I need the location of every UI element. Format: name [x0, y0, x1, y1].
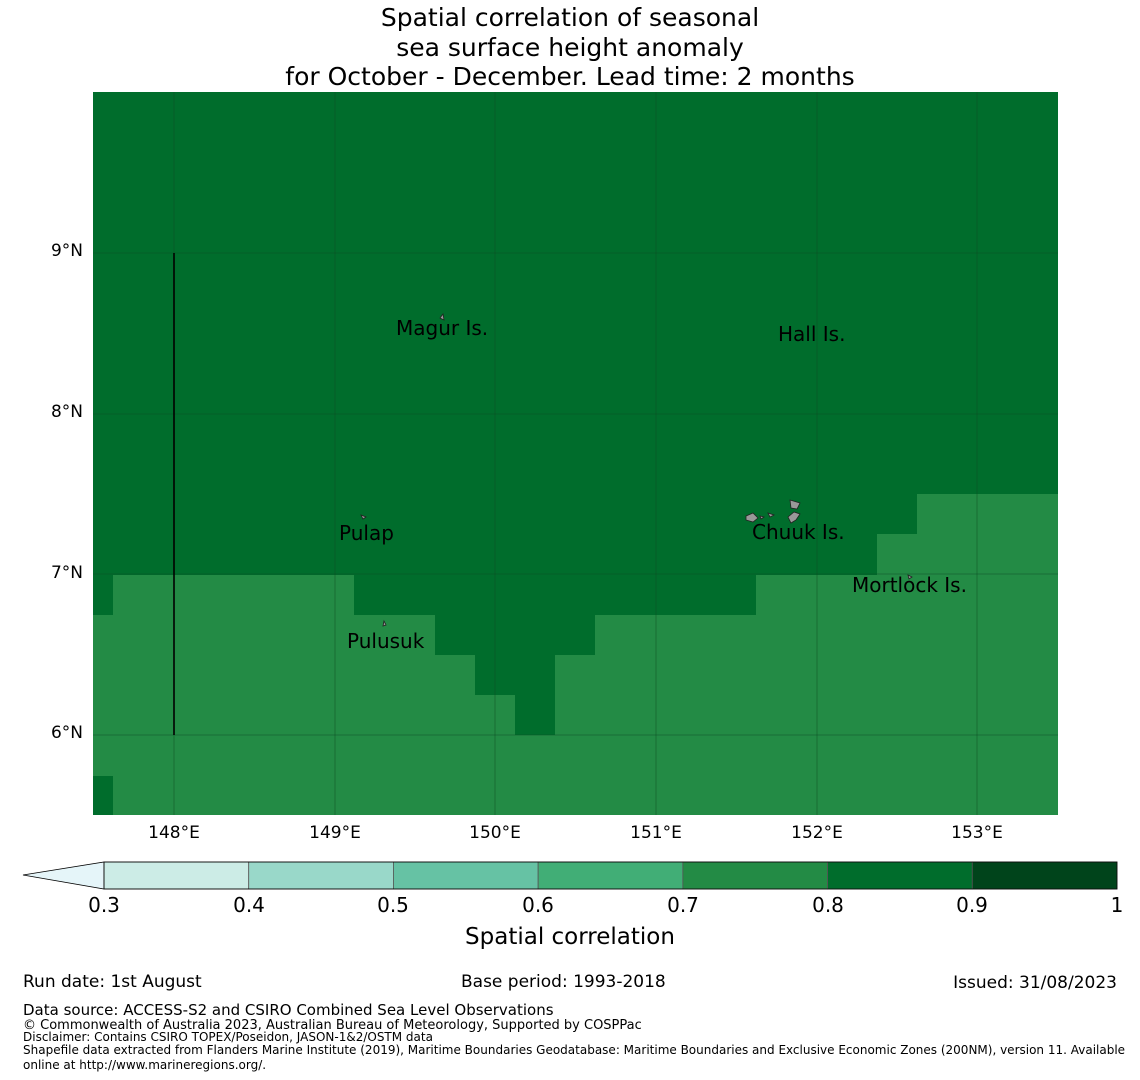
title-line-3: for October - December. Lead time: 2 mon… — [285, 62, 855, 91]
colorbar-segment — [537, 861, 684, 890]
island-pulusuk — [382, 619, 387, 627]
island-chuuk-east — [787, 511, 801, 524]
colorbar-tick: 0.4 — [233, 893, 265, 917]
colorbar-tick: 0.8 — [812, 893, 844, 917]
title-line-1: Spatial correlation of seasonal — [380, 3, 760, 32]
island-chuuk-small — [759, 515, 765, 520]
island-magur — [439, 313, 445, 321]
colorbar-segment — [827, 861, 973, 890]
colorbar-segment — [393, 861, 539, 890]
place-magur: Magur Is. — [396, 316, 489, 340]
colorbar-tick: 0.3 — [88, 893, 120, 917]
correlation-map[interactable] — [0, 0, 1140, 860]
lat-label-7n: 7°N — [50, 563, 83, 583]
place-mortlock: Mortlock Is. — [852, 573, 967, 597]
base-period: Base period: 1993-2018 — [461, 972, 666, 992]
lon-label-149e: 149°E — [309, 823, 361, 843]
colorbar-title: Spatial correlation — [465, 924, 675, 950]
shapefile-credit-2: online at http://www.marineregions.org/. — [23, 1058, 267, 1072]
place-hall: Hall Is. — [778, 322, 846, 346]
colorbar-segment — [971, 861, 1118, 890]
island-chuuk-north — [789, 499, 801, 510]
colorbar-segment — [103, 861, 250, 890]
colorbar-segment — [682, 861, 828, 890]
colorbar-tick: 0.7 — [667, 893, 699, 917]
lon-label-153e: 153°E — [951, 823, 1003, 843]
island-mortlock — [907, 574, 913, 580]
data-source: Data source: ACCESS-S2 and CSIRO Combine… — [23, 1001, 554, 1019]
colorbar-outline — [103, 861, 1118, 890]
colorbar-tick: 1 — [1110, 893, 1124, 917]
island-chuuk-center — [767, 512, 776, 518]
run-date: Run date: 1st August — [23, 972, 202, 992]
lat-label-6n: 6°N — [50, 723, 83, 743]
colorbar-segment — [248, 861, 394, 890]
shapefile-credit-1: Shapefile data extracted from Flanders M… — [23, 1043, 1126, 1057]
title-line-2: sea surface height anomaly — [396, 32, 744, 62]
colorbar-under-arrow — [22, 861, 105, 890]
lat-label-8n: 8°N — [50, 402, 83, 422]
issued-date: Issued: 31/08/2023 — [953, 973, 1117, 993]
island-pulap — [360, 514, 367, 520]
place-pulusuk: Pulusuk — [347, 629, 425, 653]
colorbar-tick: 0.5 — [377, 893, 409, 917]
island-chuuk-west — [745, 512, 759, 523]
place-chuuk: Chuuk Is. — [752, 520, 845, 544]
lat-label-9n: 9°N — [50, 241, 83, 261]
islands — [360, 313, 913, 627]
lon-label-152e: 152°E — [791, 823, 843, 843]
chart-title: Spatial correlation of seasonal sea surf… — [0, 3, 1140, 92]
colorbar — [22, 861, 1118, 890]
lon-label-151e: 151°E — [630, 823, 682, 843]
lon-label-148e: 148°E — [148, 823, 200, 843]
colorbar-tick: 0.6 — [522, 893, 554, 917]
lon-label-150e: 150°E — [469, 823, 521, 843]
copyright: © Commonwealth of Australia 2023, Austra… — [23, 1018, 642, 1033]
disclaimer: Disclaimer: Contains CSIRO TOPEX/Poseido… — [23, 1030, 433, 1044]
place-pulap: Pulap — [339, 521, 394, 545]
colorbar-tick: 0.9 — [956, 893, 988, 917]
